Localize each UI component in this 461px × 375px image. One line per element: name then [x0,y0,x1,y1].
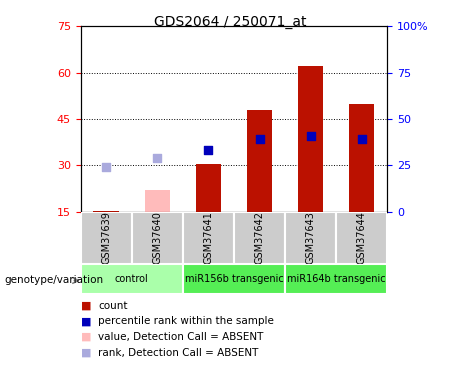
Bar [298,66,323,212]
Bar [81,264,183,294]
Point [102,164,110,170]
Bar [183,212,234,264]
Text: GSM37644: GSM37644 [357,211,366,264]
Point [205,147,212,153]
Text: miR156b transgenic: miR156b transgenic [184,274,284,284]
Text: GSM37643: GSM37643 [306,211,316,264]
Bar [336,212,387,264]
Bar [145,190,170,212]
Bar [349,104,374,212]
Bar [285,212,336,264]
Bar [183,264,285,294]
Bar [195,164,221,212]
Point [256,136,263,142]
Text: GSM37642: GSM37642 [254,211,265,264]
Point [358,136,366,142]
Text: ■: ■ [81,316,91,326]
Text: ■: ■ [81,332,91,342]
Bar [132,212,183,264]
Text: percentile rank within the sample: percentile rank within the sample [98,316,274,326]
Bar [81,212,132,264]
Text: count: count [98,301,128,310]
Bar [94,211,119,212]
Text: genotype/variation: genotype/variation [5,275,104,285]
Text: GDS2064 / 250071_at: GDS2064 / 250071_at [154,15,307,29]
Text: miR164b transgenic: miR164b transgenic [287,274,385,284]
Bar [285,264,387,294]
Text: ■: ■ [81,348,91,358]
Text: ■: ■ [81,301,91,310]
Text: rank, Detection Call = ABSENT: rank, Detection Call = ABSENT [98,348,259,358]
Text: GSM37641: GSM37641 [203,211,213,264]
Text: GSM37639: GSM37639 [101,211,111,264]
Text: GSM37640: GSM37640 [152,211,162,264]
Text: value, Detection Call = ABSENT: value, Detection Call = ABSENT [98,332,264,342]
Point [307,133,314,139]
Bar [247,110,272,212]
Point [154,155,161,161]
Text: control: control [115,274,148,284]
Bar [234,212,285,264]
